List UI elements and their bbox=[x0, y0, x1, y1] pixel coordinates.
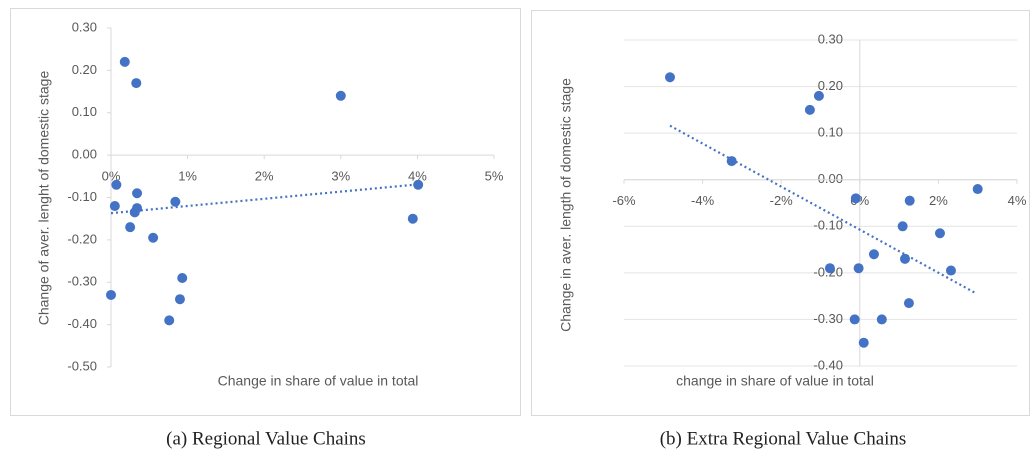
y-tick-label: -0.20 bbox=[67, 231, 97, 246]
point bbox=[335, 90, 346, 101]
y-axis-title: Change in aver. length of domestic stage bbox=[558, 78, 574, 332]
caption: (b) Extra Regional Value Chains bbox=[660, 428, 907, 449]
y-tick-label: -0.30 bbox=[813, 311, 843, 326]
trendline bbox=[669, 124, 978, 295]
point bbox=[726, 156, 737, 167]
y-tick-label: 0.10 bbox=[72, 104, 97, 119]
point bbox=[934, 228, 945, 239]
point bbox=[664, 72, 675, 83]
y-axis-title: Change of aver. lenght of domestic stage bbox=[36, 71, 52, 326]
x-axis-title: change in share of value in total bbox=[676, 373, 874, 389]
point bbox=[853, 263, 864, 274]
point bbox=[904, 195, 915, 206]
x-axis-title: Change in share of value in total bbox=[218, 373, 419, 389]
point bbox=[813, 90, 824, 101]
point bbox=[125, 222, 136, 233]
x-tick-label: 4% bbox=[408, 169, 427, 184]
point bbox=[119, 56, 130, 67]
y-tick-label: -0.30 bbox=[67, 274, 97, 289]
x-tick-label: 3% bbox=[331, 169, 350, 184]
y-tick-label: -0.10 bbox=[67, 189, 97, 204]
point bbox=[174, 294, 185, 305]
x-tick-label: 4% bbox=[1008, 193, 1027, 208]
point bbox=[109, 200, 120, 211]
y-tick-label: 0.00 bbox=[72, 147, 97, 162]
y-tick-label: -0.40 bbox=[67, 316, 97, 331]
x-tick-label: 2% bbox=[929, 193, 948, 208]
trendline bbox=[110, 183, 419, 215]
x-tick-label: 2% bbox=[255, 169, 274, 184]
point bbox=[804, 104, 815, 115]
panel-frame bbox=[10, 8, 521, 416]
point bbox=[407, 213, 418, 224]
x-tick-label: -4% bbox=[691, 193, 715, 208]
point bbox=[899, 253, 910, 264]
point bbox=[858, 337, 869, 348]
point bbox=[177, 273, 188, 284]
y-tick-label: 0.30 bbox=[72, 19, 97, 34]
point bbox=[824, 263, 835, 274]
point bbox=[106, 289, 116, 300]
point bbox=[849, 314, 860, 325]
y-tick-label: -0.40 bbox=[813, 357, 843, 372]
point bbox=[164, 315, 175, 326]
caption: (a) Regional Value Chains bbox=[166, 428, 366, 449]
point bbox=[170, 196, 181, 207]
y-tick-label: -0.50 bbox=[67, 358, 97, 373]
point bbox=[132, 188, 143, 199]
panel-frame bbox=[531, 10, 1030, 416]
point bbox=[903, 298, 914, 309]
point bbox=[897, 221, 908, 232]
y-tick-label: 0.00 bbox=[818, 171, 843, 186]
x-tick-label: -2% bbox=[770, 193, 794, 208]
x-tick-label: -6% bbox=[612, 193, 636, 208]
point bbox=[413, 179, 424, 190]
point bbox=[111, 179, 122, 190]
point bbox=[129, 207, 140, 218]
point bbox=[876, 314, 887, 325]
y-tick-label: -0.10 bbox=[813, 218, 843, 233]
y-tick-label: 0.20 bbox=[818, 78, 843, 93]
y-tick-label: 0.10 bbox=[818, 125, 843, 140]
point bbox=[131, 78, 142, 89]
y-tick-label: 0.30 bbox=[818, 31, 843, 46]
x-tick-label: 5% bbox=[485, 169, 504, 184]
point bbox=[972, 184, 983, 195]
point bbox=[945, 265, 956, 276]
x-tick-label: 1% bbox=[178, 169, 197, 184]
point bbox=[868, 249, 879, 260]
point bbox=[148, 232, 159, 243]
y-tick-label: 0.20 bbox=[72, 62, 97, 77]
point bbox=[850, 193, 861, 204]
